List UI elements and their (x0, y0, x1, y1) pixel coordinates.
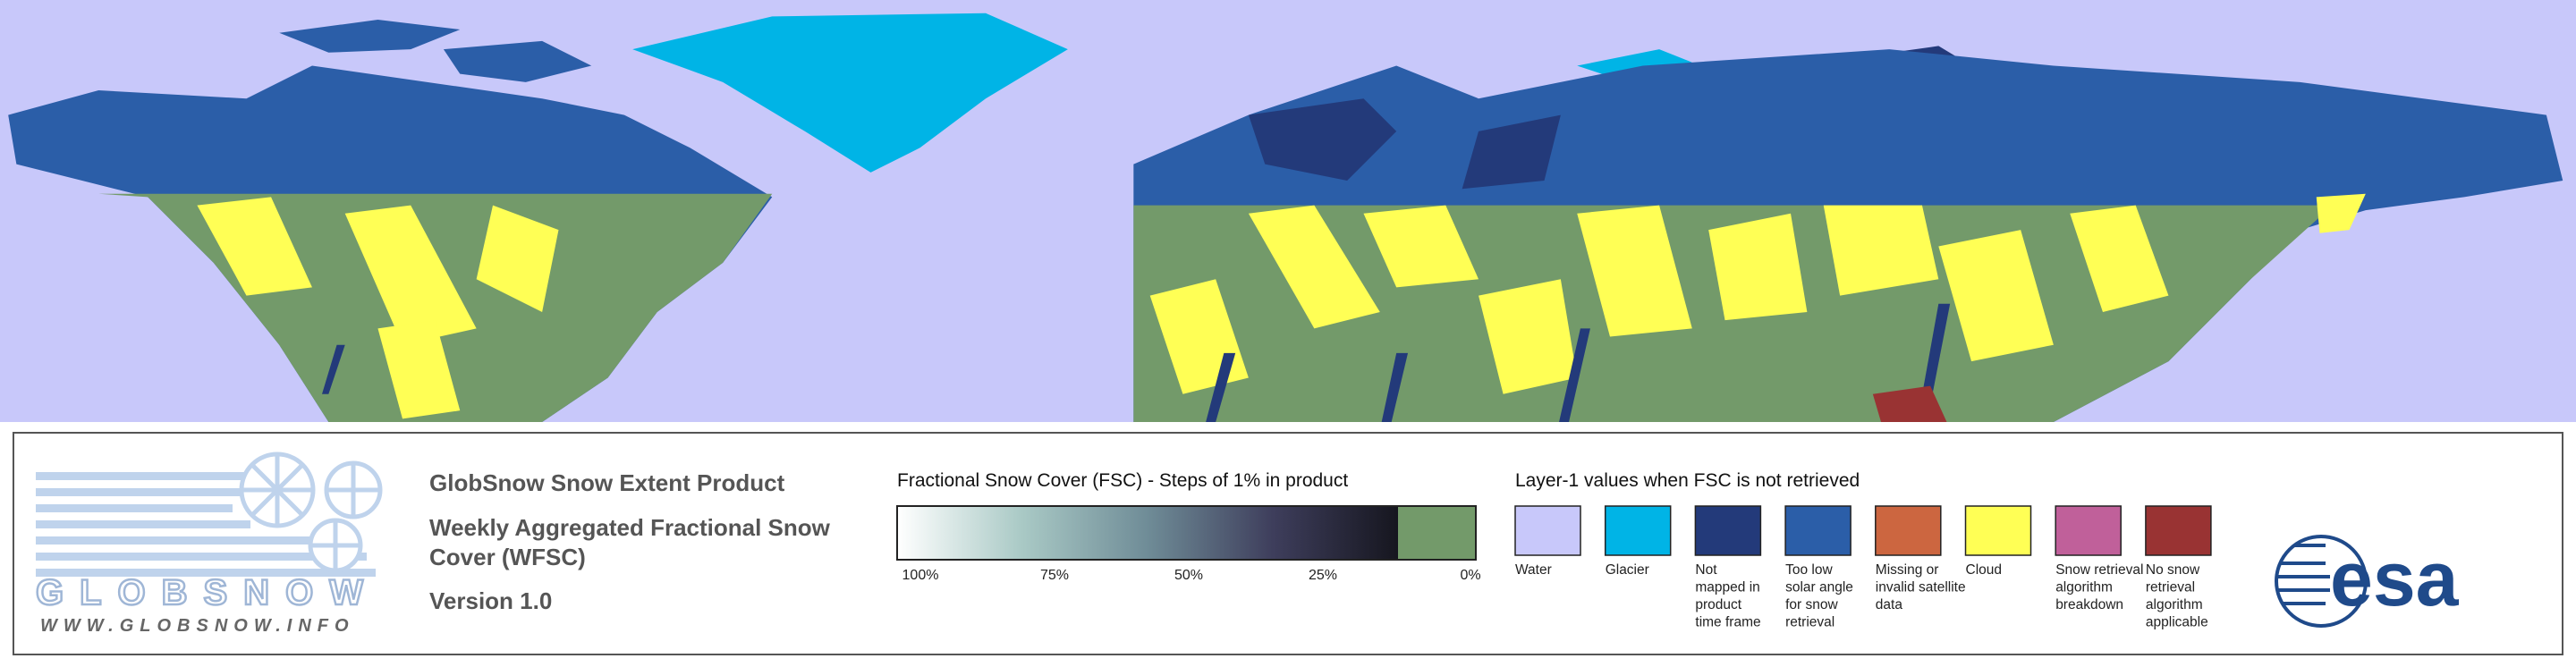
colorbar-tick-label: 25% (1309, 568, 1337, 583)
colorbar-zero (1398, 506, 1476, 560)
version: Version 1.0 (429, 587, 552, 614)
arctic-island (443, 40, 592, 82)
colorbar-title: Fractional Snow Cover (FSC) - Steps of 1… (897, 470, 1348, 491)
legend-label: time frame (1695, 615, 1760, 630)
product-title: GlobSnow Snow Extent Product (429, 469, 785, 496)
not-mapped-region (1462, 114, 1561, 190)
legend-label: algorithm (2055, 580, 2113, 595)
legend-label: algorithm (2146, 597, 2203, 612)
legend-label: mapped in (1695, 580, 1759, 595)
colorbar-tick-label: 0% (1460, 568, 1480, 583)
greenland (632, 13, 1068, 173)
colorbar-gradient (897, 506, 1398, 560)
legend-title: Layer-1 values when FSC is not retrieved (1515, 470, 1860, 491)
legend-label: No snow (2146, 562, 2200, 578)
colorbar-tick-label: 75% (1040, 568, 1069, 583)
product-subtitle: Weekly Aggregated Fractional Snow (429, 514, 831, 541)
legend-label: for snow (1785, 597, 1838, 612)
esa-emblem (2275, 535, 2368, 628)
legend-label: retrieval (1785, 615, 1835, 630)
legend-label: breakdown (2055, 597, 2123, 612)
legend-label: Water (1515, 562, 1552, 578)
logo-name: GLOBSNOW (36, 573, 371, 612)
legend-label: Snow retrieval (2055, 562, 2143, 578)
legend-label: applicable (2146, 615, 2208, 630)
legend-swatch (1875, 505, 1942, 556)
map (0, 0, 2576, 423)
legend-swatch (1964, 505, 2032, 556)
clouds (197, 193, 2366, 419)
legend-label: product (1695, 597, 1741, 612)
colorbar: 100% 75% 50% 25% 0% (896, 505, 1481, 583)
legend-swatch (1604, 505, 1672, 556)
no-retrieval-area (1872, 385, 1947, 423)
colorbar-tick-label: 100% (902, 568, 939, 583)
colorbar-tick-label: 50% (1174, 568, 1203, 583)
legend-swatch (1784, 505, 1852, 556)
legend-label: Not (1695, 562, 1717, 578)
arctic-island (279, 20, 461, 53)
legend-label: Too low (1785, 562, 1833, 578)
product-subtitle: Cover (WFSC) (429, 544, 586, 570)
land (8, 13, 2563, 423)
legend-items: Water Glacier Not mapped in product time fram… (1514, 505, 2212, 630)
legend-label: retrieval (2146, 580, 2195, 595)
logo-stripes (36, 472, 376, 577)
legend-label: Glacier (1606, 562, 1649, 578)
scandinavia (1248, 98, 1397, 182)
logo-url: WWW.GLOBSNOW.INFO (40, 616, 355, 636)
legend-label: Missing or (1876, 562, 1939, 578)
esa-text: esa (2330, 536, 2460, 622)
legend-swatch (2145, 505, 2212, 556)
legend-swatch (1514, 505, 1581, 556)
legend-label: invalid satellite (1876, 580, 1966, 595)
logo-snowflakes (239, 452, 383, 573)
legend-swatch (2055, 505, 2122, 556)
colorbar-frame (896, 505, 1477, 561)
esa-logo: esa (2275, 535, 2460, 628)
legend-label: solar angle (1785, 580, 1853, 595)
legend-label: data (1876, 597, 1903, 612)
globsnow-logo: GLOBSNOW WWW.GLOBSNOW.INFO (35, 452, 383, 636)
legend-label: Cloud (1966, 562, 2003, 578)
legend-swatch (1694, 505, 1762, 556)
